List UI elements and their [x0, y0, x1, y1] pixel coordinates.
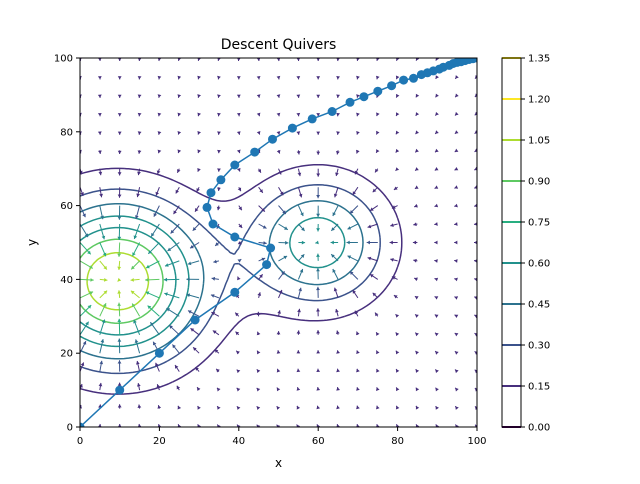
chart-title: Descent Quivers: [221, 37, 337, 53]
colorbar-tick-label: 0.15: [528, 382, 550, 393]
y-tick-label: 80: [60, 127, 73, 138]
x-tick-label: 20: [153, 436, 166, 447]
descent-point: [207, 188, 216, 197]
descent-point: [230, 161, 239, 170]
descent-point: [328, 107, 337, 116]
y-tick-label: 100: [54, 54, 73, 65]
x-tick-label: 0: [77, 436, 83, 447]
descent-point: [387, 81, 396, 90]
descent-point: [191, 316, 200, 325]
x-tick-label: 80: [391, 436, 404, 447]
descent-point: [266, 244, 275, 253]
y-tick-label: 20: [60, 349, 73, 360]
descent-point: [209, 220, 218, 229]
descent-point: [409, 74, 418, 83]
descent-point: [262, 260, 271, 269]
descent-point: [155, 349, 164, 358]
descent-point: [268, 135, 277, 144]
descent-point: [230, 233, 239, 242]
colorbar-tick-label: 0.60: [528, 259, 550, 270]
descent-point: [399, 76, 408, 85]
colorbar-tick-label: 0.00: [528, 423, 550, 434]
colorbar-tick-label: 0.45: [528, 300, 550, 311]
x-tick-label: 40: [232, 436, 245, 447]
descent-point: [373, 87, 382, 96]
y-tick-label: 0: [67, 423, 73, 434]
descent-point: [288, 124, 297, 133]
x-axis-label: x: [275, 456, 282, 470]
x-tick-label: 60: [312, 436, 325, 447]
descent-point: [250, 148, 259, 157]
colorbar-tick-label: 1.20: [528, 95, 550, 106]
colorbar-tick-label: 0.90: [528, 177, 550, 188]
colorbar-tick-label: 0.30: [528, 341, 550, 352]
y-tick-label: 60: [60, 201, 73, 212]
y-axis-label: y: [25, 239, 39, 246]
colorbar-tick-label: 0.75: [528, 218, 550, 229]
descent-point: [203, 203, 212, 212]
descent-point: [230, 288, 239, 297]
descent-point: [115, 386, 124, 395]
x-tick-label: 100: [467, 436, 486, 447]
y-tick-label: 40: [60, 275, 73, 286]
descent-point: [216, 175, 225, 184]
descent-point: [346, 98, 355, 107]
descent-point: [359, 92, 368, 101]
colorbar-tick-label: 1.35: [528, 54, 550, 65]
colorbar-tick-label: 1.05: [528, 136, 550, 147]
descent-point: [308, 114, 317, 123]
